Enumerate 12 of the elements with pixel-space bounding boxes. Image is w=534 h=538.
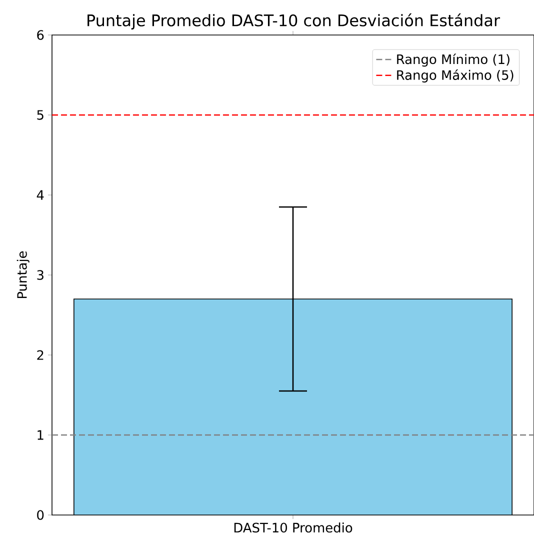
- legend-label: Rango Mínimo (1): [397, 54, 510, 67]
- y-tick-label: 3: [37, 270, 44, 280]
- y-tick-label: 0: [37, 510, 44, 520]
- y-tick-label: 2: [37, 350, 44, 360]
- y-tick-label: 5: [37, 110, 44, 120]
- chart-title: Puntaje Promedio DAST-10 con Desviación Estándar: [88, 13, 500, 30]
- y-tick-label: 1: [38, 430, 44, 440]
- y-tick-label: 4: [36, 190, 44, 200]
- y-tick-label: 6: [37, 30, 44, 40]
- x-tick-label: DAST-10 Promedio: [234, 522, 352, 533]
- legend-label: Rango Máximo (5): [397, 69, 514, 82]
- y-axis-title: Puntaje: [16, 251, 30, 298]
